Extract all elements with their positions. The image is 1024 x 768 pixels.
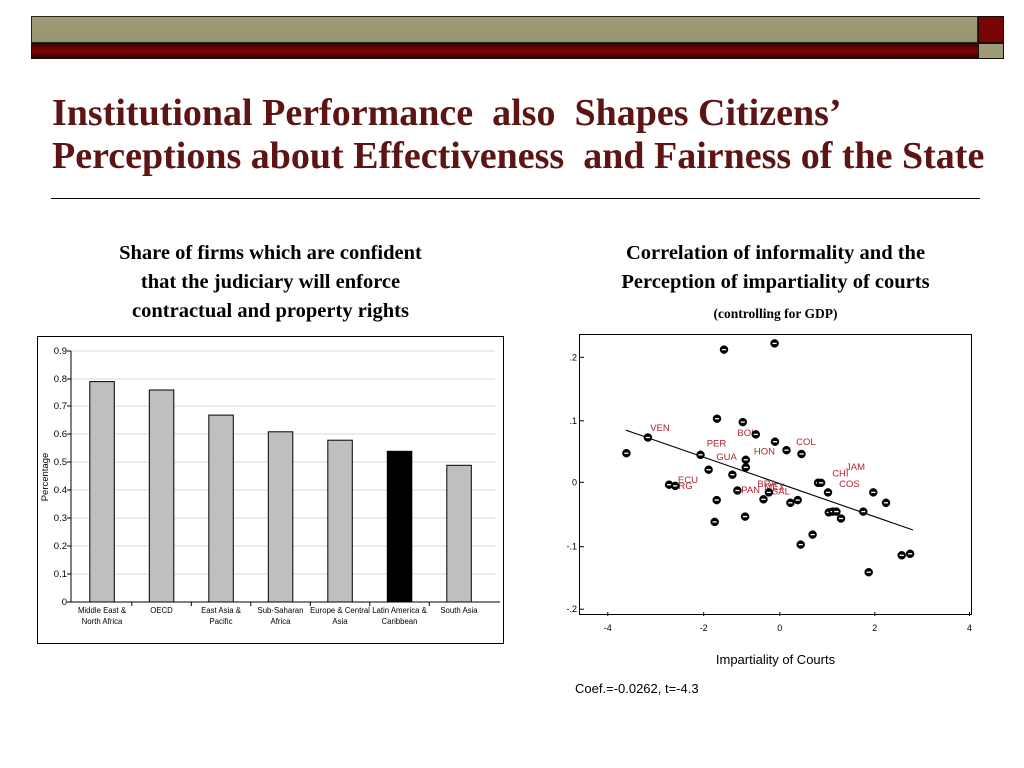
svg-text:.1: .1	[569, 416, 577, 426]
svg-text:0.5: 0.5	[54, 457, 67, 468]
svg-text:-.1: -.1	[566, 542, 577, 552]
svg-text:GUA: GUA	[716, 452, 737, 463]
svg-text:North Africa: North Africa	[82, 617, 123, 626]
svg-text:0.2: 0.2	[54, 541, 67, 552]
svg-text:0: 0	[62, 597, 67, 608]
svg-text:Asia: Asia	[332, 617, 348, 626]
svg-text:4: 4	[967, 623, 972, 633]
svg-text:PER: PER	[707, 439, 727, 450]
svg-text:CHI: CHI	[832, 468, 848, 479]
svg-text:0.7: 0.7	[54, 401, 67, 412]
svg-text:OECD: OECD	[150, 606, 173, 615]
svg-text:ECU: ECU	[678, 475, 698, 486]
svg-text:0: 0	[572, 477, 577, 487]
svg-text:0.4: 0.4	[54, 485, 67, 496]
svg-text:Percentage: Percentage	[40, 453, 51, 502]
svg-text:Latin America &: Latin America &	[372, 606, 427, 615]
svg-text:Caribbean: Caribbean	[382, 617, 418, 626]
svg-text:0: 0	[777, 623, 782, 633]
svg-text:JAM: JAM	[846, 462, 865, 473]
svg-text:0.3: 0.3	[54, 513, 67, 524]
svg-text:-4: -4	[604, 623, 612, 633]
svg-text:COL: COL	[796, 437, 816, 448]
svg-text:0.9: 0.9	[54, 346, 67, 357]
svg-text:2: 2	[872, 623, 877, 633]
svg-text:Europe & Central: Europe & Central	[310, 606, 370, 615]
svg-text:Africa: Africa	[271, 617, 292, 626]
svg-text:South Asia: South Asia	[440, 606, 478, 615]
svg-text:0.8: 0.8	[54, 374, 67, 385]
svg-text:SAL: SAL	[772, 487, 790, 498]
svg-text:Middle East &: Middle East &	[78, 606, 127, 615]
svg-text:HON: HON	[754, 446, 775, 457]
svg-text:COS: COS	[839, 479, 860, 490]
svg-text:East Asia &: East Asia &	[201, 606, 242, 615]
svg-text:.2: .2	[569, 352, 577, 362]
svg-text:-.2: -.2	[566, 604, 577, 614]
svg-text:0.1: 0.1	[54, 569, 67, 580]
svg-text:-2: -2	[700, 623, 708, 633]
svg-text:Sub-Saharan: Sub-Saharan	[258, 606, 304, 615]
svg-text:VEN: VEN	[650, 423, 670, 434]
svg-text:Pacific: Pacific	[210, 617, 233, 626]
svg-text:0.6: 0.6	[54, 429, 67, 440]
